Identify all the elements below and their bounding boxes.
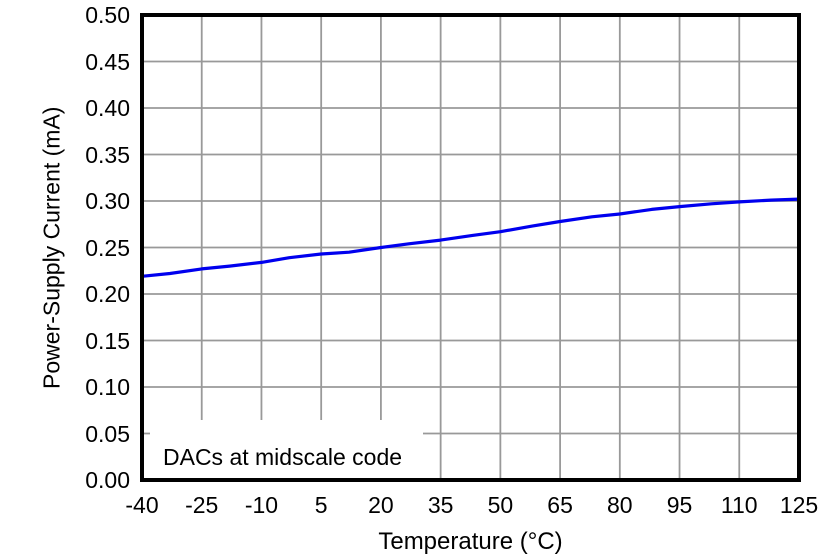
x-tick-label: 35 bbox=[427, 492, 454, 518]
y-tick-label: 0.50 bbox=[85, 2, 130, 28]
annotation-box: DACs at midscale code bbox=[150, 420, 423, 478]
x-tick-label: 110 bbox=[720, 492, 758, 518]
x-tick-label: 5 bbox=[314, 492, 328, 518]
x-tick-label: 95 bbox=[666, 492, 693, 518]
plot-canvas bbox=[140, 13, 801, 482]
plot-frame bbox=[140, 13, 801, 482]
y-tick-label: 0.40 bbox=[85, 95, 130, 121]
annotation-text: DACs at midscale code bbox=[163, 444, 403, 470]
x-tick-label: -40 bbox=[125, 492, 159, 518]
x-tick-label: 65 bbox=[547, 492, 573, 518]
x-tick-label: 50 bbox=[487, 492, 514, 518]
y-tick-label: 0.25 bbox=[85, 234, 130, 261]
x-axis-title: Temperature (°C) bbox=[378, 528, 563, 555]
y-tick-label: 0.35 bbox=[85, 141, 130, 168]
y-tick-label: 0.15 bbox=[85, 327, 130, 354]
y-tick-label: 0.00 bbox=[85, 467, 130, 493]
y-tick-label: 0.45 bbox=[85, 48, 130, 75]
plot-area bbox=[140, 13, 801, 482]
x-tick-label: 125 bbox=[779, 492, 819, 518]
y-tick-label: 0.20 bbox=[85, 281, 130, 307]
x-tick-label: -10 bbox=[244, 492, 279, 518]
x-tick-label: -25 bbox=[185, 492, 219, 518]
x-tick-label: 20 bbox=[368, 492, 394, 518]
y-tick-label: 0.30 bbox=[85, 188, 130, 214]
x-tick-label: 80 bbox=[607, 492, 633, 518]
y-tick-label: 0.05 bbox=[85, 420, 130, 447]
series-line bbox=[140, 197, 801, 278]
y-tick-label: 0.10 bbox=[85, 374, 130, 400]
